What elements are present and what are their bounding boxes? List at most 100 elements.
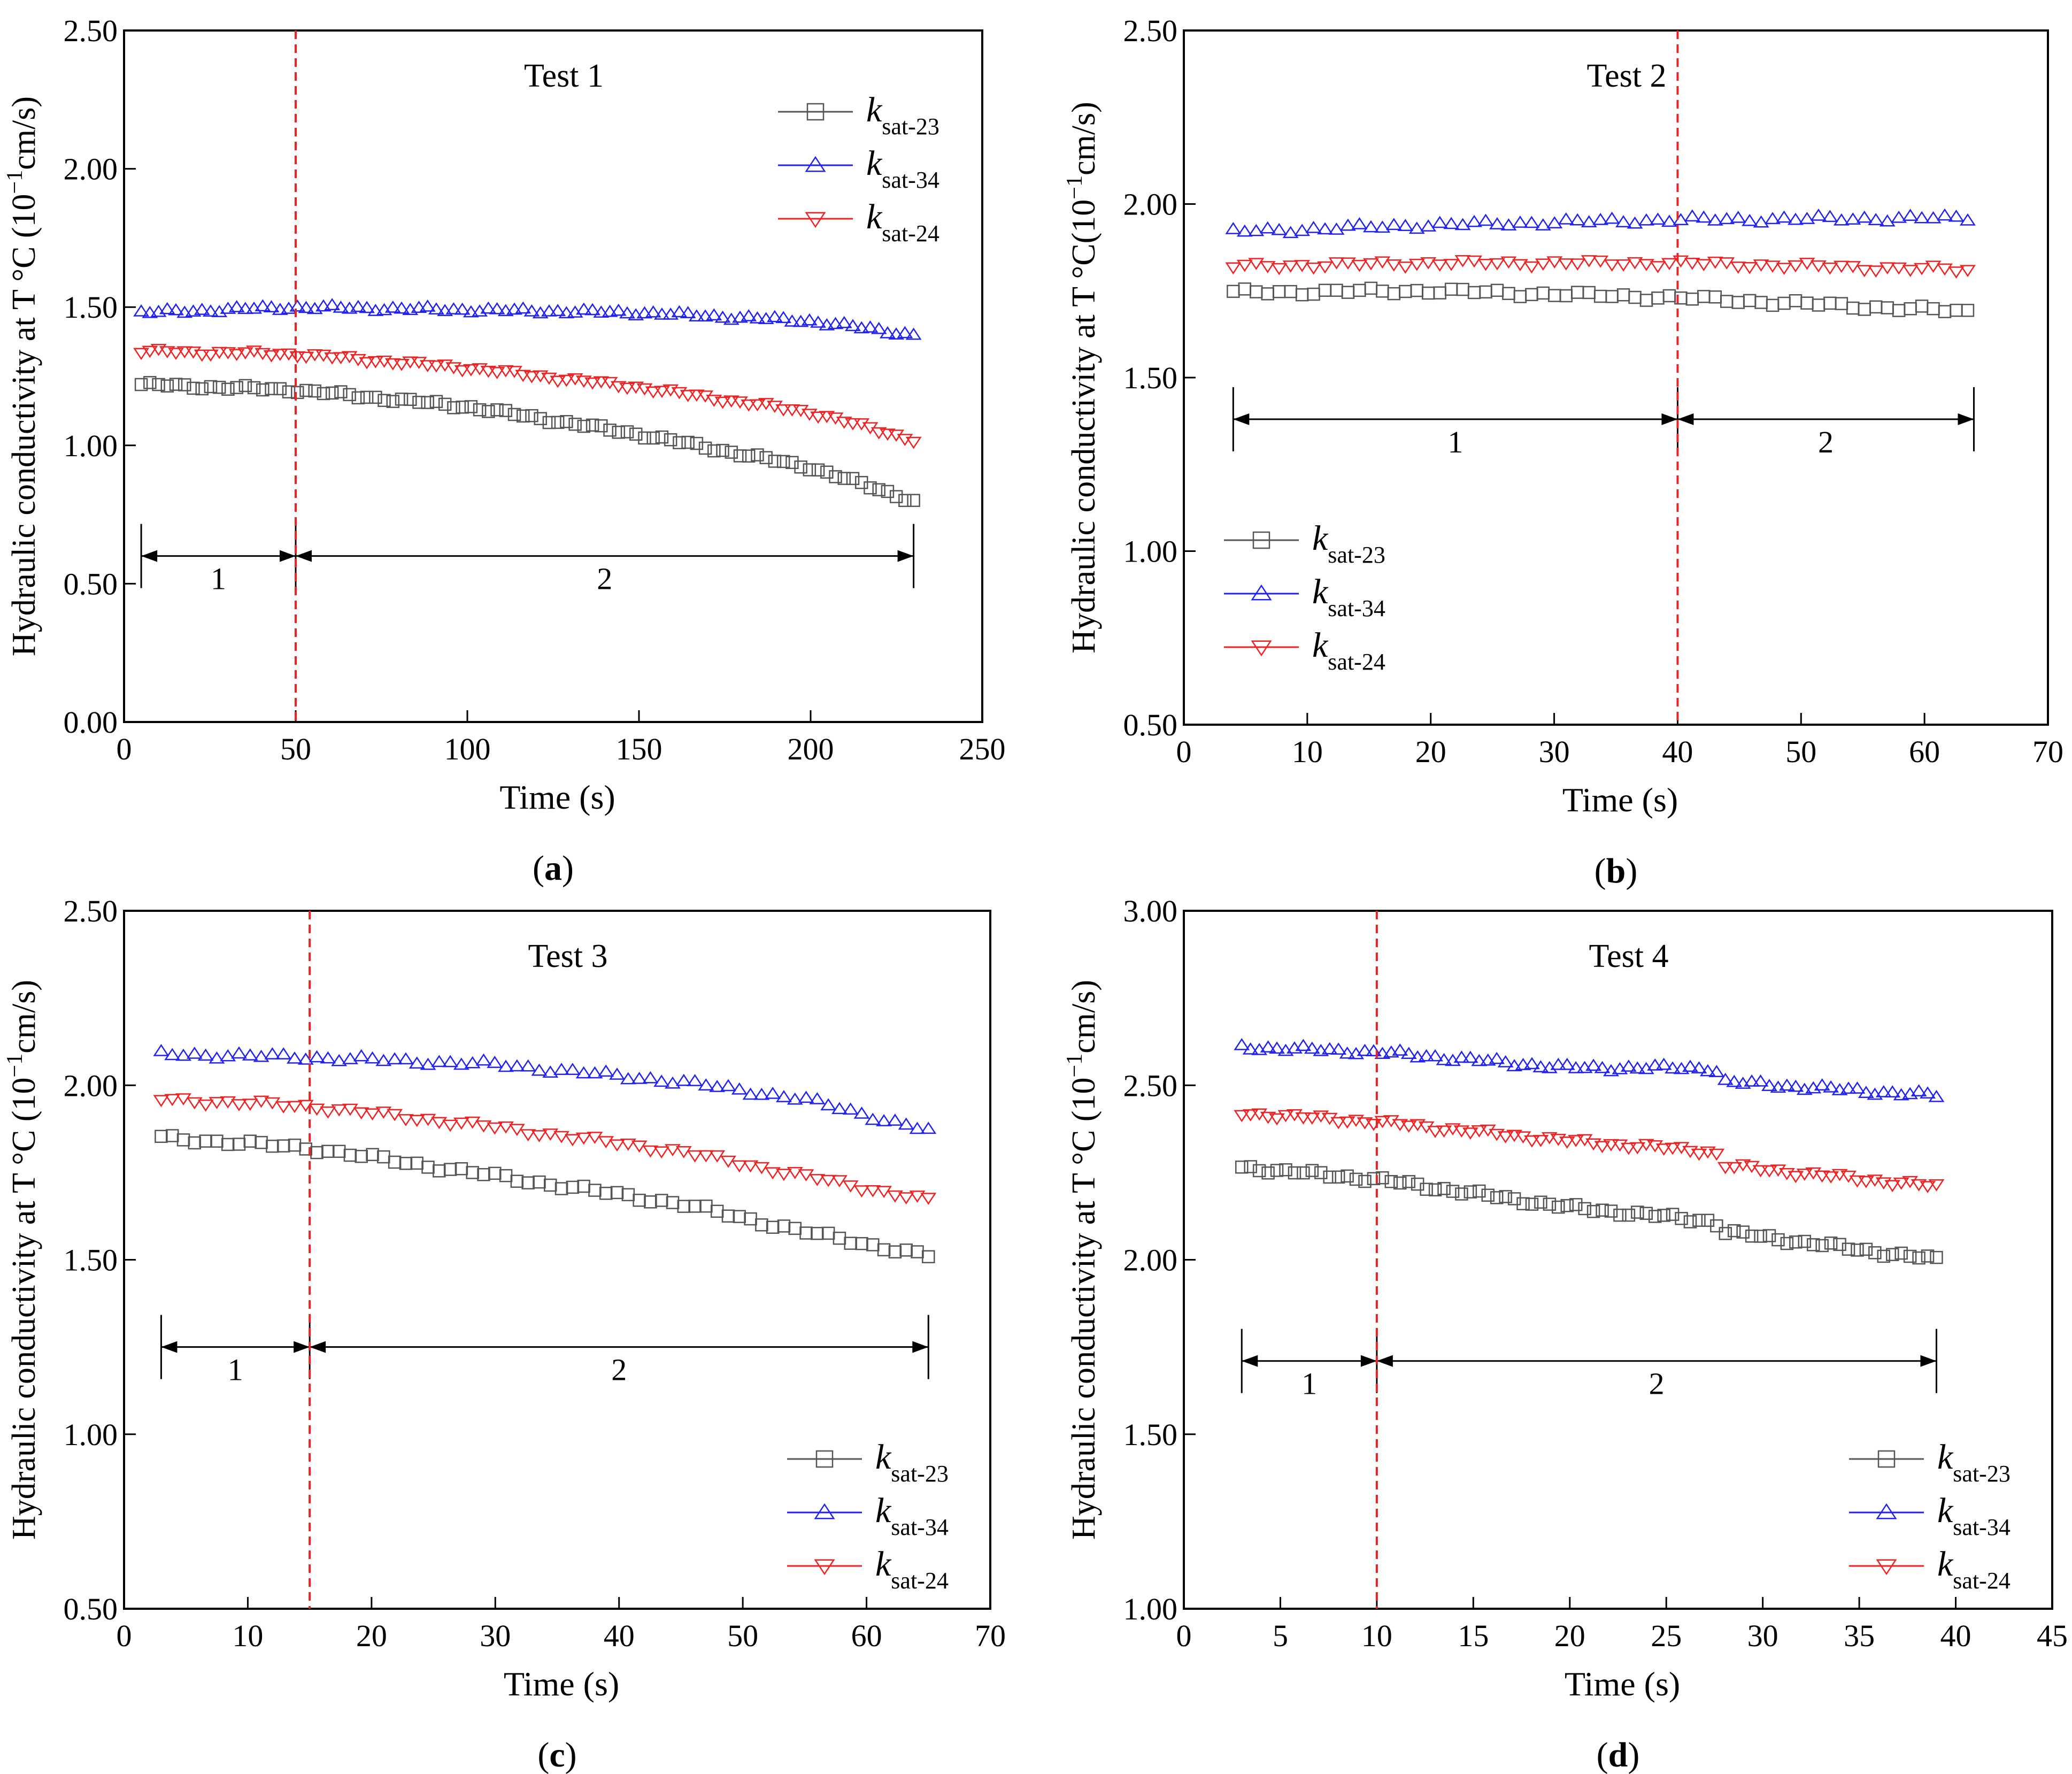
data-point — [1638, 1139, 1654, 1151]
data-point — [195, 382, 209, 396]
data-point — [1648, 1210, 1662, 1223]
data-point — [1691, 1061, 1707, 1074]
data-point — [403, 393, 417, 406]
data-point — [1552, 1200, 1565, 1214]
data-point — [1639, 1207, 1653, 1220]
data-point — [1541, 1132, 1558, 1145]
data-point — [620, 425, 634, 439]
data-point — [1858, 1176, 1874, 1188]
data-point — [776, 455, 790, 469]
data-point — [197, 1048, 214, 1061]
data-point — [609, 1068, 625, 1080]
data-point — [364, 1108, 381, 1121]
data-point — [837, 472, 851, 485]
data-point — [531, 1130, 548, 1142]
data-point — [784, 404, 800, 417]
data-point — [1622, 1208, 1636, 1222]
data-point — [1259, 261, 1276, 273]
data-point — [598, 1136, 614, 1149]
data-point — [221, 1138, 235, 1151]
data-point — [1914, 263, 1930, 275]
data-point — [1559, 1136, 1575, 1149]
data-point — [1397, 219, 1414, 232]
data-point — [272, 303, 288, 315]
x-tick-label: 70 — [975, 1618, 1006, 1653]
data-point — [194, 349, 210, 362]
data-point — [332, 1145, 346, 1158]
legend-subscript: sat-34 — [891, 1514, 949, 1540]
data-point — [1761, 1079, 1777, 1091]
panel-label-open: ( — [1595, 851, 1606, 890]
data-point — [1799, 212, 1815, 224]
data-point — [1444, 282, 1458, 296]
data-point — [133, 348, 150, 360]
data-point — [564, 1134, 581, 1147]
data-point — [1351, 259, 1368, 272]
data-point — [150, 304, 167, 317]
panel-label-close: ) — [1626, 851, 1637, 890]
data-point — [1925, 211, 1942, 224]
data-point — [1234, 1110, 1250, 1123]
data-point — [1466, 255, 1483, 268]
data-point — [759, 451, 773, 464]
data-point — [1409, 1050, 1426, 1063]
data-point — [619, 382, 635, 395]
data-point — [159, 302, 175, 314]
data-point — [1893, 1177, 1909, 1190]
data-point — [749, 399, 766, 412]
data-point — [744, 1212, 757, 1226]
stage-2-arrowhead-left — [1677, 413, 1694, 425]
panel-label: (a) — [533, 849, 574, 888]
data-point — [1524, 1057, 1540, 1070]
stage-1-arrowhead-left — [1233, 413, 1250, 425]
data-point — [820, 465, 834, 479]
data-point — [1717, 1072, 1734, 1085]
data-point — [497, 365, 514, 378]
legend-marker — [814, 1559, 835, 1576]
data-point — [1868, 265, 1884, 278]
data-point — [542, 416, 556, 429]
data-point — [794, 460, 807, 474]
data-point — [309, 1103, 325, 1116]
data-point — [1585, 1138, 1602, 1151]
data-point — [487, 1122, 503, 1135]
data-point — [1523, 261, 1540, 274]
data-point — [1471, 1125, 1488, 1138]
data-point — [520, 1059, 536, 1072]
data-point — [1789, 294, 1803, 308]
legend-marker — [805, 212, 826, 228]
data-point — [1930, 1250, 1943, 1264]
data-point — [281, 302, 297, 314]
data-point — [612, 426, 626, 439]
data-point — [1536, 286, 1550, 300]
data-point — [698, 441, 712, 455]
data-point — [1282, 260, 1299, 273]
data-point — [343, 388, 356, 402]
data-point — [1248, 258, 1265, 270]
data-point — [1814, 1078, 1830, 1090]
data-point — [428, 302, 444, 315]
data-point — [1877, 1249, 1891, 1263]
data-point — [1868, 213, 1884, 225]
legend-marker — [1251, 640, 1272, 657]
data-point — [1639, 294, 1653, 307]
data-point — [1604, 1204, 1618, 1218]
data-point — [1959, 213, 1976, 226]
data-point — [263, 300, 280, 312]
data-point — [1835, 297, 1848, 310]
data-point — [142, 345, 158, 358]
data-point — [1304, 1112, 1320, 1125]
data-point — [653, 307, 670, 320]
legend-subscript: sat-24 — [1328, 649, 1385, 675]
data-point — [308, 384, 321, 398]
data-point — [558, 374, 575, 387]
data-point — [168, 348, 184, 360]
data-point — [1455, 1187, 1468, 1201]
data-point — [1902, 265, 1919, 278]
legend-symbol: k — [1312, 519, 1329, 558]
data-point — [232, 1138, 246, 1151]
data-point — [255, 1135, 268, 1149]
data-point — [920, 1193, 937, 1205]
data-point — [1928, 1179, 1945, 1192]
data-point — [1305, 1164, 1319, 1177]
